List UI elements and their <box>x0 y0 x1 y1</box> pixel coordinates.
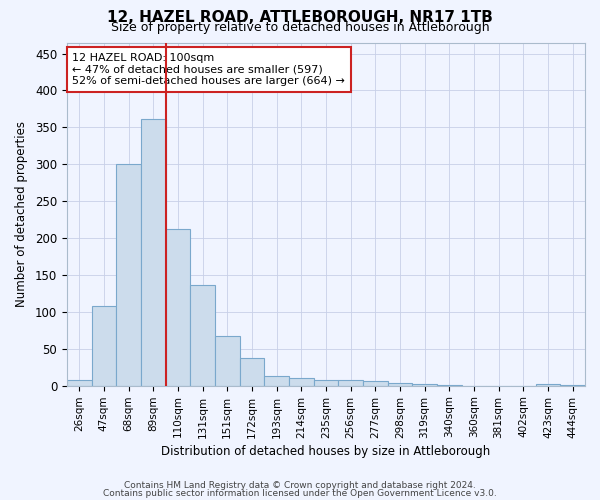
Bar <box>388 384 412 386</box>
Bar <box>536 384 560 386</box>
Y-axis label: Number of detached properties: Number of detached properties <box>15 121 28 307</box>
Bar <box>412 384 437 386</box>
Bar <box>437 385 461 386</box>
Bar <box>338 380 363 386</box>
Text: Size of property relative to detached houses in Attleborough: Size of property relative to detached ho… <box>110 21 490 34</box>
X-axis label: Distribution of detached houses by size in Attleborough: Distribution of detached houses by size … <box>161 444 491 458</box>
Bar <box>190 286 215 386</box>
Bar <box>363 382 388 386</box>
Bar <box>264 376 289 386</box>
Bar <box>314 380 338 386</box>
Bar <box>166 229 190 386</box>
Text: Contains public sector information licensed under the Open Government Licence v3: Contains public sector information licen… <box>103 488 497 498</box>
Bar <box>67 380 92 386</box>
Text: 12, HAZEL ROAD, ATTLEBOROUGH, NR17 1TB: 12, HAZEL ROAD, ATTLEBOROUGH, NR17 1TB <box>107 10 493 25</box>
Text: 12 HAZEL ROAD: 100sqm
← 47% of detached houses are smaller (597)
52% of semi-det: 12 HAZEL ROAD: 100sqm ← 47% of detached … <box>72 53 345 86</box>
Bar <box>289 378 314 386</box>
Text: Contains HM Land Registry data © Crown copyright and database right 2024.: Contains HM Land Registry data © Crown c… <box>124 481 476 490</box>
Bar <box>560 385 585 386</box>
Bar <box>239 358 264 386</box>
Bar <box>92 306 116 386</box>
Bar <box>141 118 166 386</box>
Bar <box>215 336 239 386</box>
Bar <box>116 164 141 386</box>
